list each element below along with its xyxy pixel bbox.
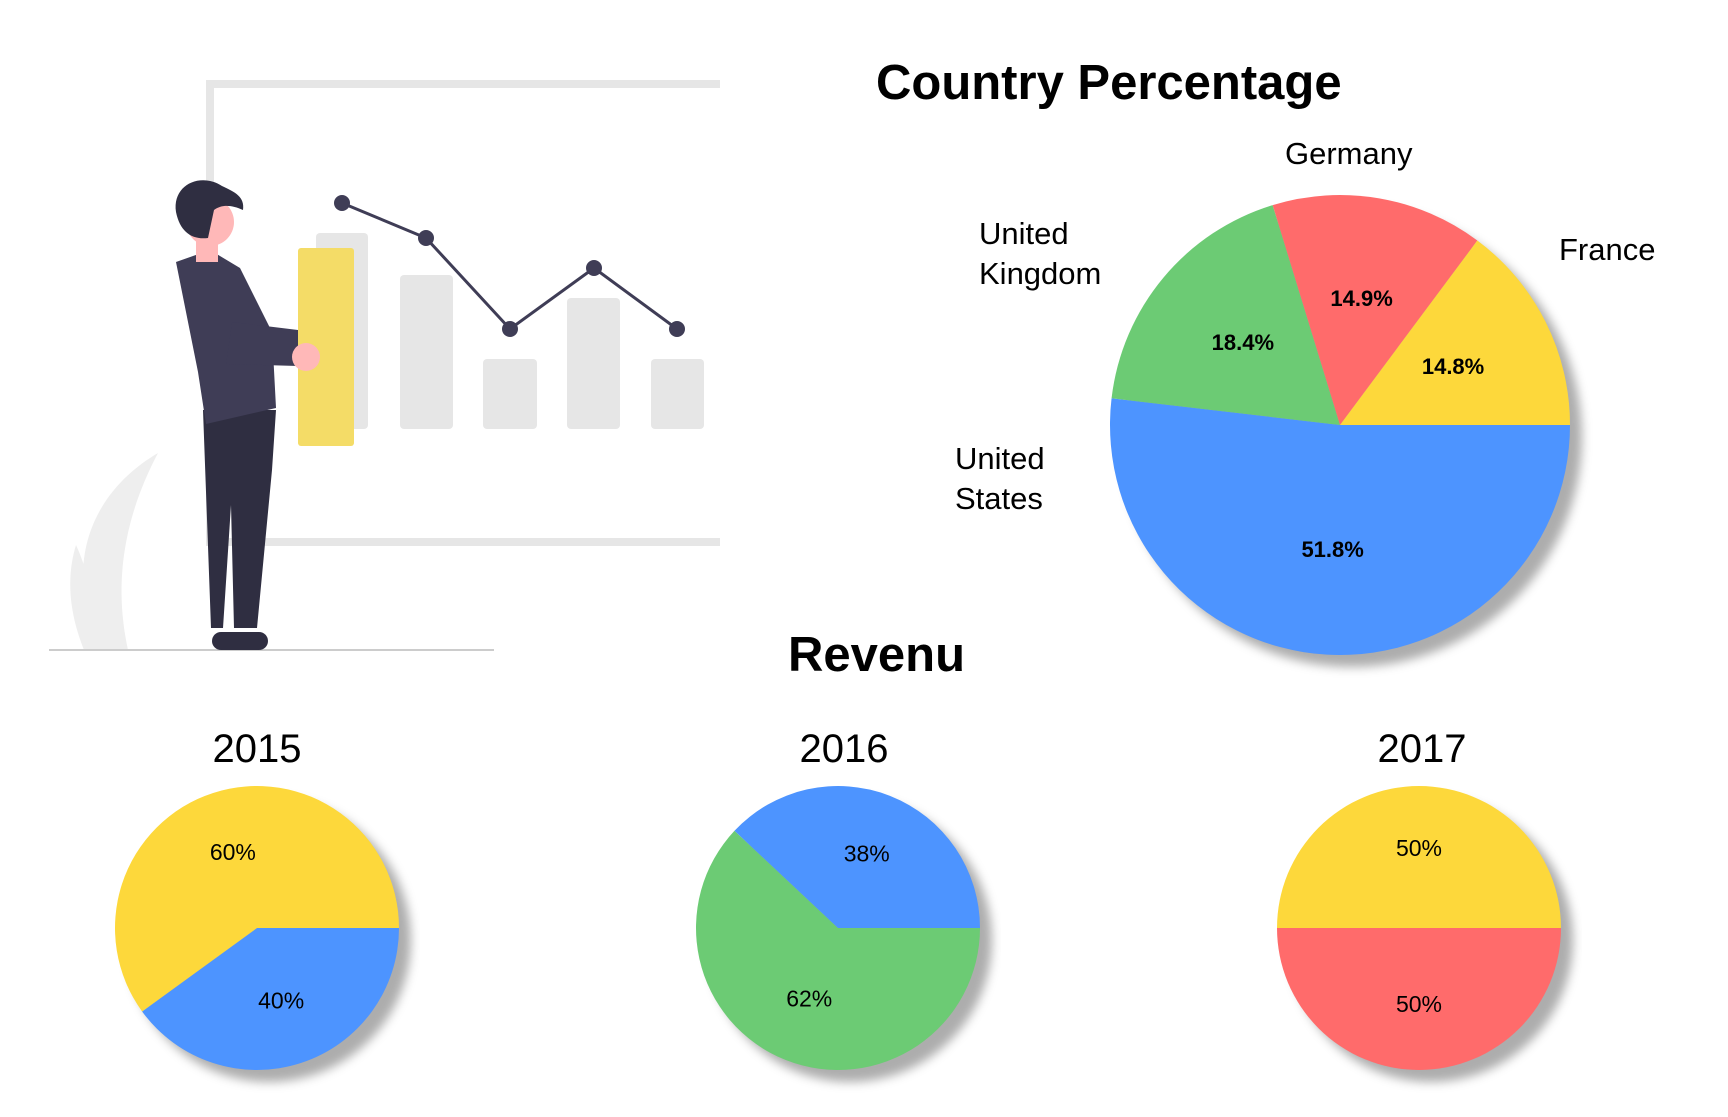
revenue-2017-pie-chart: 50% 50%: [1277, 786, 1573, 1082]
label-germany: Germany: [1285, 136, 1413, 171]
person-legs: [203, 410, 276, 628]
pie-slice-label: 50%: [1396, 991, 1442, 1017]
main-chart-title: Country Percentage: [876, 56, 1342, 110]
board-bar-2: [400, 275, 453, 429]
board-trend-point: [502, 321, 518, 337]
pie-slice: [1110, 398, 1570, 656]
board-bar-5: [651, 359, 704, 429]
revenue-2016-pie-chart: 62% 38%: [696, 786, 992, 1082]
label-united-kingdom: United Kingdom: [979, 216, 1102, 291]
pie-2016-title: 2016: [799, 727, 889, 771]
pie-slice: [1111, 205, 1340, 425]
person-torso: [176, 250, 276, 424]
revenue-2015-pie-chart: 40% 60%: [114, 786, 411, 1082]
board-bar-4: [567, 298, 620, 429]
person-arm: [226, 322, 298, 366]
pie-slice: [696, 830, 980, 1070]
pie-slice-label: 40%: [258, 987, 304, 1013]
plant-leaf-large: [82, 453, 158, 650]
pie-slice: [1340, 240, 1570, 425]
held-bar: [298, 248, 354, 446]
person-hair: [175, 180, 244, 239]
person-hand: [292, 343, 320, 371]
pie-slice: [1277, 928, 1561, 1070]
pie-slice-label: 18.4%: [1212, 330, 1274, 355]
plant-leaf-small: [70, 545, 100, 650]
pie-2015-title: 2015: [212, 727, 302, 771]
country-pie-chart: 51.8% 18.4% 14.9% 14.8%: [1110, 195, 1582, 667]
pie-slice: [1272, 195, 1478, 425]
label-united-states: United States: [955, 441, 1045, 516]
board-trend-point: [586, 260, 602, 276]
revenue-section-title: Revenu: [788, 628, 966, 682]
pie-slice-label: 14.9%: [1330, 286, 1392, 311]
board-trend-point: [669, 321, 685, 337]
pie-slice-label: 50%: [1396, 835, 1442, 861]
pie-slice: [1277, 786, 1561, 928]
pie-slice-label: 51.8%: [1301, 537, 1363, 562]
board-trend-point: [418, 230, 434, 246]
pie-slice: [734, 786, 980, 928]
presentation-board: [206, 80, 720, 546]
board-bar-3: [483, 359, 537, 429]
pie-slice-label: 62%: [786, 986, 832, 1012]
pie-slice-label: 38%: [844, 840, 890, 866]
board-trend-point: [334, 195, 350, 211]
pie-2017-title: 2017: [1377, 727, 1467, 771]
board-trend-line: [341, 201, 678, 331]
person-shoe: [212, 632, 268, 650]
pie-slice: [142, 928, 400, 1070]
presenter-illustration: [49, 80, 720, 651]
pie-slice-label: 14.8%: [1422, 354, 1484, 379]
label-france: France: [1559, 232, 1656, 267]
pie-slice-label: 60%: [210, 839, 256, 865]
pie-slice: [114, 786, 399, 1012]
